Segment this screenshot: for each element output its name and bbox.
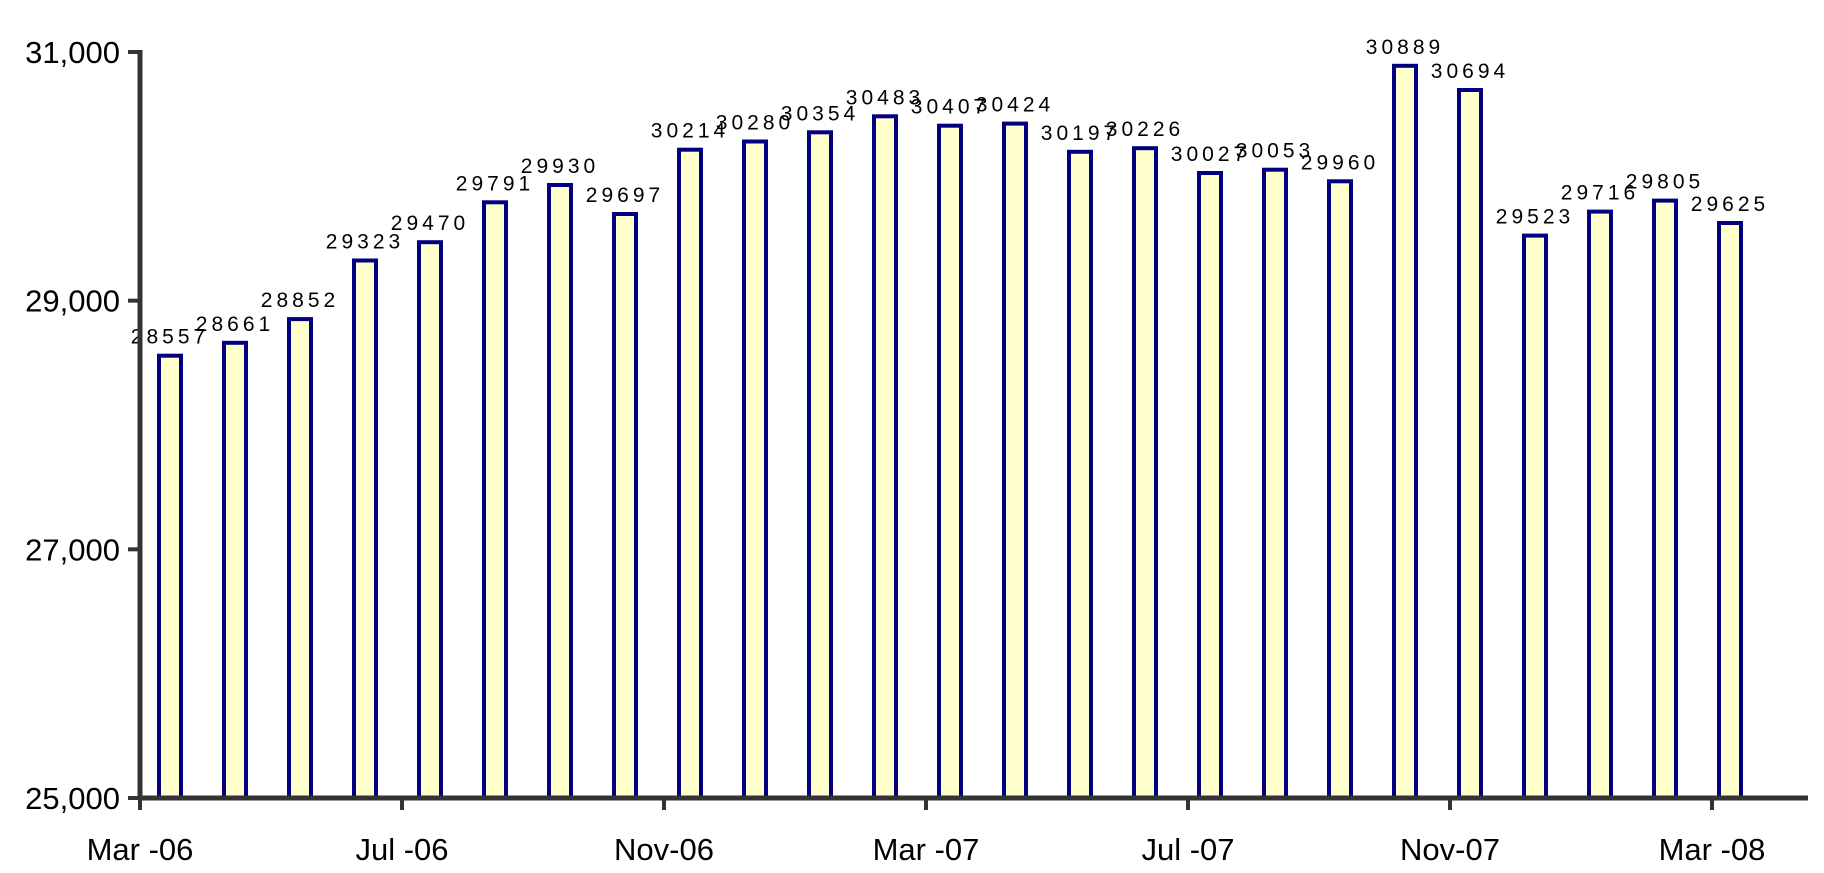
x-tick-label: Mar -08 — [1659, 832, 1766, 867]
data-label-Jan-08: 29716 — [1561, 182, 1639, 205]
data-label-Nov-06: 30214 — [651, 120, 729, 143]
x-tick-label: Nov-07 — [1400, 832, 1500, 867]
bar-Aug-06 — [482, 200, 508, 801]
bar-Nov-07 — [1457, 88, 1483, 800]
bar-Apr-07 — [1002, 121, 1028, 801]
data-label-Oct-06: 29697 — [586, 184, 664, 207]
x-tick-label: Jul -07 — [1141, 832, 1234, 867]
data-label-Sep-07: 29960 — [1301, 151, 1379, 174]
bar-Jun-07 — [1132, 146, 1158, 800]
bar-Aug-07 — [1262, 167, 1288, 800]
x-tick-label: Mar -06 — [87, 832, 194, 867]
bar-Mar-07 — [937, 123, 963, 800]
bar-Jan-08 — [1587, 209, 1613, 801]
data-label-Jun-06: 29323 — [326, 231, 404, 254]
bar-Jul-06 — [417, 240, 443, 800]
data-label-Jan-07: 30354 — [781, 102, 859, 125]
y-tick-label: 29,000 — [25, 284, 120, 319]
data-label-Apr-06: 28661 — [196, 313, 274, 336]
bar-Jun-06 — [352, 258, 378, 800]
data-label-Jul-06: 29470 — [391, 212, 469, 235]
bar-Sep-06 — [547, 183, 573, 800]
x-tick-label: Nov-06 — [614, 832, 714, 867]
data-label-Feb-08: 29805 — [1626, 171, 1704, 194]
data-label-Aug-07: 30053 — [1236, 140, 1314, 163]
y-tick-label: 27,000 — [25, 532, 120, 567]
data-label-Apr-07: 30424 — [976, 94, 1054, 117]
bar-Nov-06 — [677, 147, 703, 800]
data-label-Oct-07: 30889 — [1366, 36, 1444, 59]
y-tick-label: 31,000 — [25, 35, 120, 70]
bar-Apr-06 — [222, 340, 248, 800]
data-label-Nov-07: 30694 — [1431, 60, 1509, 83]
bar-May-06 — [287, 317, 313, 800]
bar-Sep-07 — [1327, 179, 1353, 801]
bar-Mar-06 — [157, 353, 183, 800]
y-tick-label: 25,000 — [25, 781, 120, 816]
data-label-May-06: 28852 — [261, 289, 339, 312]
data-label-Mar-07: 30407 — [911, 96, 989, 119]
data-label-Aug-06: 29791 — [456, 172, 534, 195]
data-label-Feb-07: 30483 — [846, 86, 924, 109]
bar-May-07 — [1067, 149, 1093, 801]
bar-Oct-06 — [612, 212, 638, 800]
bar-Jan-07 — [807, 130, 833, 801]
data-label-Mar-06: 28557 — [131, 326, 209, 349]
bar-Dec-06 — [742, 139, 768, 800]
bar-Mar-08 — [1717, 221, 1743, 800]
data-label-Dec-07: 29523 — [1496, 206, 1574, 229]
bar-Jul-07 — [1197, 171, 1223, 800]
data-label-Jun-07: 30226 — [1106, 118, 1184, 141]
bar-Oct-07 — [1392, 63, 1418, 801]
data-label-Sep-06: 29930 — [521, 155, 599, 178]
data-label-Jul-07: 30027 — [1171, 143, 1249, 166]
bar-Dec-07 — [1522, 233, 1548, 801]
data-label-Dec-06: 30280 — [716, 112, 794, 135]
axes-group: 25,000 27,000 29,000 31,000 Mar -06 Jul -06 No… — [25, 35, 1808, 867]
x-tick-label: Mar -07 — [873, 832, 980, 867]
bars-group — [157, 63, 1743, 801]
bar-Feb-08 — [1652, 198, 1678, 801]
x-tick-label: Jul -06 — [355, 832, 448, 867]
data-label-May-07: 30197 — [1041, 122, 1119, 145]
bar-Feb-07 — [872, 114, 898, 801]
data-label-Mar-08: 29625 — [1691, 193, 1769, 216]
